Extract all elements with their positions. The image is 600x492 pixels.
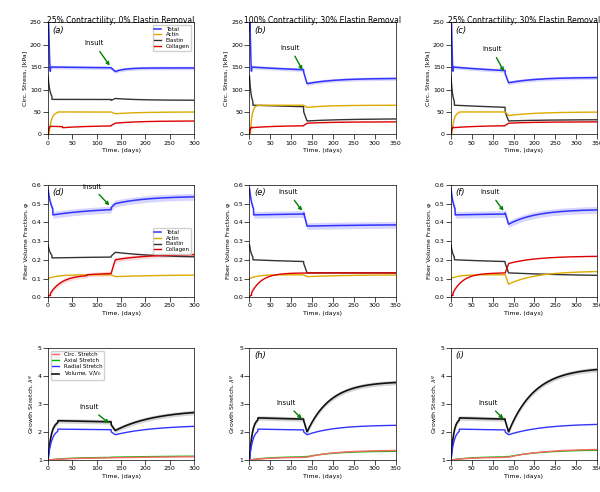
X-axis label: Time, (days): Time, (days) bbox=[303, 311, 342, 316]
Y-axis label: Fiber Volume Fraction, φ: Fiber Volume Fraction, φ bbox=[226, 203, 230, 279]
Text: (h): (h) bbox=[254, 351, 266, 360]
Text: Insult: Insult bbox=[482, 46, 503, 70]
X-axis label: Time, (days): Time, (days) bbox=[505, 311, 544, 316]
Text: 25% Contractility; 0% Elastin Removal: 25% Contractility; 0% Elastin Removal bbox=[47, 16, 194, 25]
Y-axis label: Growth Stretch, $\lambda^g$: Growth Stretch, $\lambda^g$ bbox=[229, 374, 236, 434]
Text: (f): (f) bbox=[455, 188, 465, 197]
Text: Insult: Insult bbox=[478, 400, 502, 418]
X-axis label: Time, (days): Time, (days) bbox=[303, 474, 342, 479]
Y-axis label: Fiber Volume Fraction, φ: Fiber Volume Fraction, φ bbox=[427, 203, 432, 279]
Text: (a): (a) bbox=[52, 26, 64, 34]
Text: (e): (e) bbox=[254, 188, 265, 197]
X-axis label: Time, (days): Time, (days) bbox=[101, 474, 140, 479]
Y-axis label: Circ. Stress, [kPa]: Circ. Stress, [kPa] bbox=[224, 51, 229, 106]
Text: 100% Contractility; 30% Elastin Removal: 100% Contractility; 30% Elastin Removal bbox=[244, 16, 401, 25]
Y-axis label: Growth Stretch, $\lambda^g$: Growth Stretch, $\lambda^g$ bbox=[28, 374, 35, 434]
X-axis label: Time, (days): Time, (days) bbox=[101, 149, 140, 154]
X-axis label: Time, (days): Time, (days) bbox=[101, 311, 140, 316]
Y-axis label: Growth Stretch, $\lambda^g$: Growth Stretch, $\lambda^g$ bbox=[430, 374, 438, 434]
Y-axis label: Circ. Stress, [kPa]: Circ. Stress, [kPa] bbox=[425, 51, 430, 106]
Text: Insult: Insult bbox=[85, 40, 109, 64]
Text: (c): (c) bbox=[455, 26, 466, 34]
Legend: Circ. Stretch, Axial Stretch, Radial Stretch, Volume, V/V$_0$: Circ. Stretch, Axial Stretch, Radial Str… bbox=[51, 350, 104, 380]
X-axis label: Time, (days): Time, (days) bbox=[303, 149, 342, 154]
Text: 25% Contractility; 30% Elastin Removal: 25% Contractility; 30% Elastin Removal bbox=[448, 16, 600, 25]
Text: (b): (b) bbox=[254, 26, 266, 34]
Legend: Total, Actin, Elastin, Collagen: Total, Actin, Elastin, Collagen bbox=[153, 228, 191, 254]
Legend: Total, Actin, Elastin, Collagen: Total, Actin, Elastin, Collagen bbox=[153, 25, 191, 51]
Text: (g): (g) bbox=[52, 351, 64, 360]
X-axis label: Time, (days): Time, (days) bbox=[505, 149, 544, 154]
Text: Insult: Insult bbox=[80, 404, 108, 422]
Text: Insult: Insult bbox=[480, 189, 503, 210]
Y-axis label: Circ. Stress, [kPa]: Circ. Stress, [kPa] bbox=[22, 51, 27, 106]
Text: (i): (i) bbox=[455, 351, 464, 360]
Y-axis label: Fiber Volume Fraction, φ: Fiber Volume Fraction, φ bbox=[24, 203, 29, 279]
Text: Insult: Insult bbox=[82, 184, 109, 204]
Text: (d): (d) bbox=[52, 188, 64, 197]
Text: Insult: Insult bbox=[281, 45, 302, 68]
Text: Insult: Insult bbox=[278, 189, 301, 210]
X-axis label: Time, (days): Time, (days) bbox=[505, 474, 544, 479]
Text: Insult: Insult bbox=[277, 400, 301, 418]
